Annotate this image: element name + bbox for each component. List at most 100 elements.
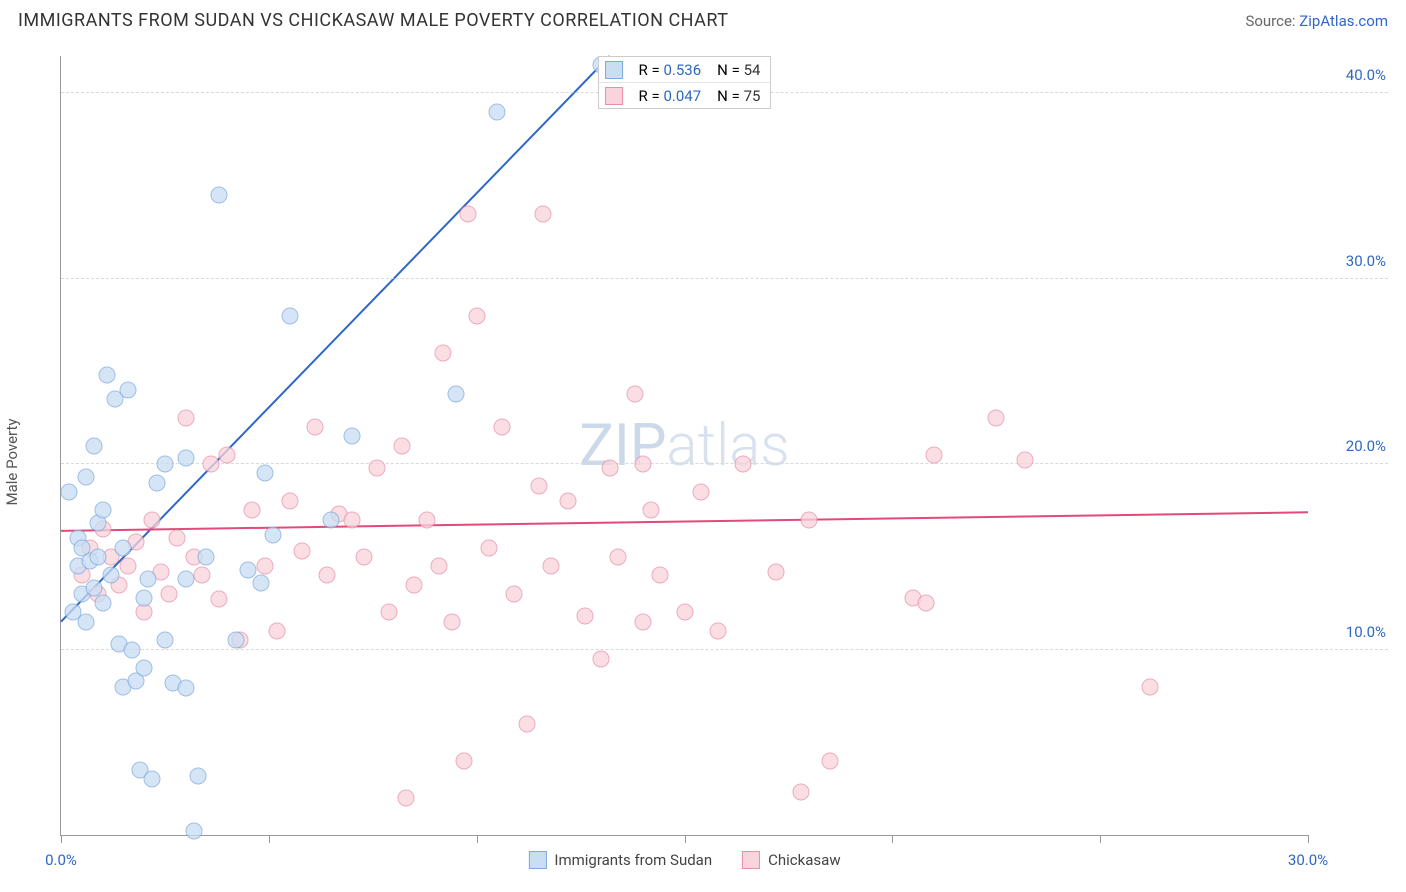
data-point-sudan [198,548,215,565]
data-point-chickasaw [506,585,523,602]
data-point-chickasaw [393,437,410,454]
gridline [61,278,1388,279]
data-point-chickasaw [1017,452,1034,469]
x-tick [61,835,62,843]
data-point-chickasaw [709,622,726,639]
data-point-chickasaw [481,539,498,556]
n-label: N = [717,61,740,79]
data-point-sudan [210,187,227,204]
x-tick [1100,835,1101,843]
data-point-sudan [264,526,281,543]
scatter-plot: ZIPatlas R = 0.536 N = 54 R = 0.047 N = [60,56,1308,836]
data-point-sudan [115,539,132,556]
data-point-chickasaw [634,456,651,473]
data-point-chickasaw [443,613,460,630]
data-point-chickasaw [601,459,618,476]
trend-line-sudan [61,56,610,622]
y-axis-label: Male Poverty [3,419,21,506]
data-point-chickasaw [493,418,510,435]
y-tick-label: 30.0% [1346,252,1386,270]
data-point-chickasaw [676,604,693,621]
x-tick-label: 30.0% [1288,851,1328,869]
data-point-chickasaw [210,591,227,608]
x-tick [269,835,270,843]
swatch-chickasaw [605,87,623,105]
n-value-sudan: 54 [744,61,761,79]
data-point-chickasaw [398,789,415,806]
data-point-sudan [144,771,161,788]
data-point-chickasaw [194,567,211,584]
y-tick-label: 40.0% [1346,66,1386,84]
data-point-sudan [343,428,360,445]
data-point-chickasaw [356,548,373,565]
data-point-chickasaw [456,752,473,769]
legend-label-sudan: Immigrants from Sudan [554,851,712,869]
series-legend: Immigrants from Sudan Chickasaw [520,851,848,869]
r-value-chickasaw: 0.047 [663,87,701,105]
data-point-chickasaw [518,715,535,732]
data-point-chickasaw [693,483,710,500]
data-point-chickasaw [651,567,668,584]
data-point-sudan [61,483,78,500]
source-link[interactable]: ZipAtlas.com [1299,12,1388,30]
data-point-chickasaw [626,385,643,402]
data-point-chickasaw [988,409,1005,426]
data-point-chickasaw [821,752,838,769]
legend-row-sudan: R = 0.536 N = 54 [599,57,771,83]
data-point-sudan [177,450,194,467]
y-tick-label: 10.0% [1346,623,1386,641]
data-point-chickasaw [368,459,385,476]
data-point-chickasaw [1142,678,1159,695]
data-point-sudan [77,613,94,630]
data-point-chickasaw [917,595,934,612]
data-point-sudan [156,632,173,649]
data-point-chickasaw [925,446,942,463]
gridline [61,463,1388,464]
data-point-sudan [94,502,111,519]
data-point-chickasaw [306,418,323,435]
swatch-chickasaw [742,851,760,869]
data-point-chickasaw [381,604,398,621]
data-point-sudan [123,641,140,658]
data-point-sudan [281,307,298,324]
data-point-chickasaw [531,478,548,495]
legend-item-sudan: Immigrants from Sudan [528,851,712,869]
data-point-chickasaw [256,558,273,575]
x-tick [892,835,893,843]
correlation-legend: R = 0.536 N = 54 R = 0.047 N = 75 [598,56,772,109]
data-point-chickasaw [535,205,552,222]
r-label: R = [639,61,660,79]
r-label: R = [639,87,660,105]
data-point-chickasaw [119,558,136,575]
data-point-sudan [102,567,119,584]
data-point-chickasaw [460,205,477,222]
data-point-sudan [323,511,340,528]
data-point-sudan [140,571,157,588]
data-point-sudan [119,381,136,398]
data-point-chickasaw [431,558,448,575]
source-label: Source: [1245,12,1295,30]
n-value-chickasaw: 75 [744,87,761,105]
data-point-chickasaw [269,622,286,639]
data-point-chickasaw [177,409,194,426]
trend-lines-layer [61,56,1308,835]
data-point-chickasaw [244,502,261,519]
data-point-sudan [98,367,115,384]
data-point-chickasaw [406,576,423,593]
data-point-chickasaw [418,511,435,528]
data-point-chickasaw [734,456,751,473]
legend-label-chickasaw: Chickasaw [768,851,840,869]
swatch-sudan [528,851,546,869]
legend-item-chickasaw: Chickasaw [742,851,840,869]
data-point-sudan [227,632,244,649]
data-point-chickasaw [792,784,809,801]
data-point-sudan [136,589,153,606]
data-point-sudan [252,574,269,591]
watermark-left: ZIP [579,412,666,480]
data-point-sudan [177,571,194,588]
data-point-chickasaw [202,456,219,473]
data-point-chickasaw [576,608,593,625]
data-point-chickasaw [634,613,651,630]
data-point-chickasaw [560,493,577,510]
data-point-sudan [148,474,165,491]
